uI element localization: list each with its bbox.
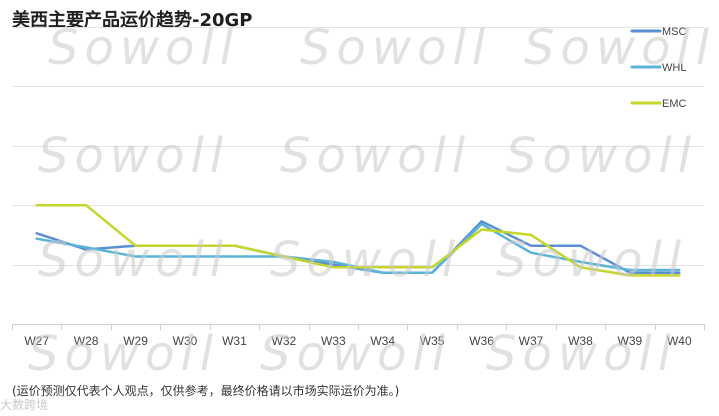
legend-label-msc: MSC xyxy=(662,26,687,38)
x-tick-label: W29 xyxy=(123,334,148,348)
x-tick-label: W40 xyxy=(667,334,692,348)
x-tick-label: W27 xyxy=(24,334,49,348)
x-tick-label: W30 xyxy=(173,334,198,348)
legend: MSC WHL EMC xyxy=(630,26,687,110)
x-tick-label: W28 xyxy=(74,334,99,348)
x-tick-label: W37 xyxy=(519,334,544,348)
x-tick-label: W39 xyxy=(618,334,643,348)
x-tick-label: W32 xyxy=(272,334,297,348)
x-tick-label: W36 xyxy=(469,334,494,348)
series-lines xyxy=(35,203,681,277)
x-axis: W27 W28 W29 W30 W31 W32 W33 W34 W35 W36 W37 W38 W39 W… xyxy=(12,324,705,348)
x-tick-label: W38 xyxy=(568,334,593,348)
x-tick-label: W31 xyxy=(222,334,247,348)
x-tick-label: W34 xyxy=(370,334,395,348)
footnote: (运价预测仅代表个人观点，仅供参考，最终价格请以市场实际运价为准。) xyxy=(12,384,400,398)
legend-label-whl: WHL xyxy=(662,62,686,74)
legend-label-emc: EMC xyxy=(662,98,687,110)
x-tick-label: W33 xyxy=(321,334,346,348)
corner-watermark: 大数跨境 xyxy=(0,398,49,412)
x-tick-label: W35 xyxy=(420,334,445,348)
series-line-emc xyxy=(35,203,681,277)
chart-title: 美西主要产品运价趋势-20GP xyxy=(12,10,253,31)
grid-lines xyxy=(12,27,704,325)
